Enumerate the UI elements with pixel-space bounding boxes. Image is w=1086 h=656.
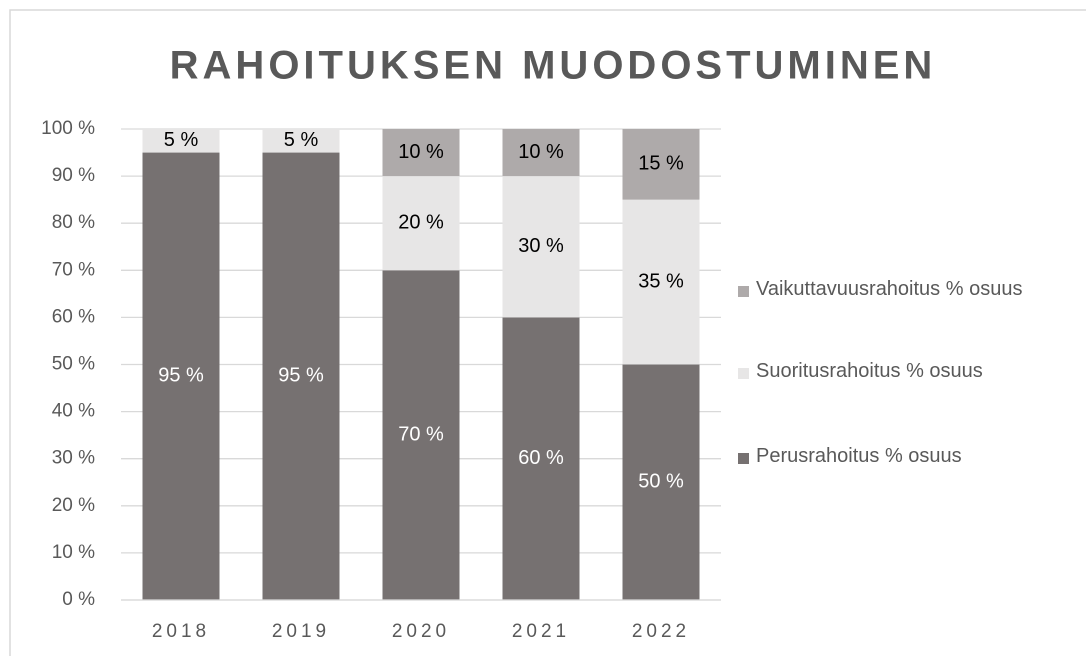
- bar-segment: [622, 129, 700, 200]
- legend-label: Vaikuttavuusrahoitus % osuus: [756, 278, 1023, 300]
- legend-swatch: [738, 453, 749, 464]
- legend-swatch: [738, 286, 749, 297]
- y-tick-label: 30 %: [52, 448, 95, 469]
- bar-segment: [502, 176, 580, 318]
- legend-swatch: [738, 368, 749, 379]
- data-label: 95 %: [158, 365, 204, 387]
- data-label: 10 %: [518, 141, 564, 163]
- bar-segment: [142, 129, 220, 153]
- legend-label: Suoritusrahoitus % osuus: [756, 360, 983, 382]
- data-label: 50 %: [638, 471, 684, 493]
- data-label: 95 %: [278, 365, 324, 387]
- x-tick-label: 2019: [272, 621, 330, 642]
- data-label: 15 %: [638, 153, 684, 175]
- bar-segment: [142, 152, 220, 601]
- chart-border: [9, 9, 1086, 656]
- bar-segment: [622, 199, 700, 365]
- y-tick-label: 60 %: [52, 306, 95, 327]
- legend-item: Vaikuttavuusrahoitus % osuus: [738, 278, 1078, 304]
- bar-segment: [622, 364, 700, 600]
- data-label: 35 %: [638, 270, 684, 292]
- bar-segment: [502, 129, 580, 177]
- y-tick-label: 40 %: [52, 401, 95, 422]
- y-tick-label: 0 %: [62, 589, 95, 610]
- y-tick-label: 100 %: [41, 118, 95, 139]
- bar-segment: [262, 129, 340, 153]
- data-label: 20 %: [398, 211, 444, 233]
- legend-item: Perusrahoitus % osuus: [738, 445, 1078, 471]
- x-tick-label: 2022: [632, 621, 690, 642]
- legend-label: Perusrahoitus % osuus: [756, 445, 962, 467]
- legend-item: Suoritusrahoitus % osuus: [738, 360, 1078, 386]
- data-label: 5 %: [284, 129, 319, 151]
- bar-segment: [262, 152, 340, 601]
- data-label: 10 %: [398, 141, 444, 163]
- bar-segment: [502, 317, 580, 600]
- x-tick-label: 2020: [392, 621, 450, 642]
- y-tick-label: 90 %: [52, 165, 95, 186]
- data-label: 60 %: [518, 447, 564, 469]
- x-tick-label: 2021: [512, 621, 570, 642]
- y-tick-label: 20 %: [52, 495, 95, 516]
- bar-segment: [382, 129, 460, 177]
- chart-title: RAHOITUKSEN MUODOSTUMINEN: [170, 44, 937, 88]
- data-label: 5 %: [164, 129, 199, 151]
- y-tick-label: 70 %: [52, 259, 95, 280]
- y-tick-label: 10 %: [52, 542, 95, 563]
- y-tick-label: 50 %: [52, 354, 95, 375]
- bar-segment: [382, 270, 460, 600]
- data-label: 70 %: [398, 423, 444, 445]
- x-tick-label: 2018: [152, 621, 210, 642]
- data-label: 30 %: [518, 235, 564, 257]
- y-tick-label: 80 %: [52, 212, 95, 233]
- bar-segment: [382, 176, 460, 271]
